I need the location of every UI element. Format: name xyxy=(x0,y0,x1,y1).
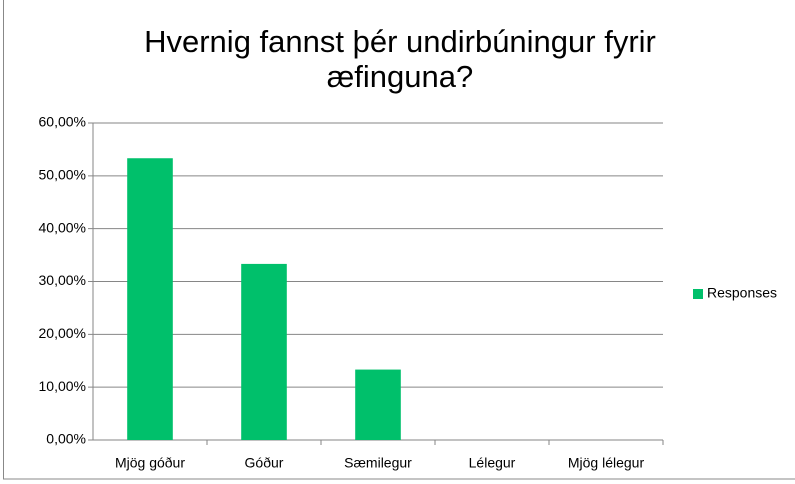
x-tick-label: Góður xyxy=(245,455,284,471)
y-tick-label: 0,00% xyxy=(46,431,86,447)
x-tick-label: Lélegur xyxy=(469,455,516,471)
y-tick-label: 40,00% xyxy=(39,219,86,235)
frame xyxy=(3,0,795,480)
chart-title: Hvernig fannst þér undirbúningur fyrir æ… xyxy=(144,24,656,94)
y-tick-label: 60,00% xyxy=(39,114,86,130)
y-tick-label: 50,00% xyxy=(39,167,86,183)
legend-swatch xyxy=(693,289,703,299)
x-tick-label: Mjög góður xyxy=(115,455,185,471)
y-tick-label: 30,00% xyxy=(39,272,86,288)
bar xyxy=(127,158,173,440)
x-tick-label: Mjög lélegur xyxy=(568,455,645,471)
bar xyxy=(241,263,287,440)
y-tick-label: 10,00% xyxy=(39,378,86,394)
y-tick-label: 20,00% xyxy=(39,325,86,341)
x-tick-label: Sæmilegur xyxy=(344,455,412,471)
legend-label: Responses xyxy=(707,285,777,301)
bar xyxy=(355,369,401,440)
